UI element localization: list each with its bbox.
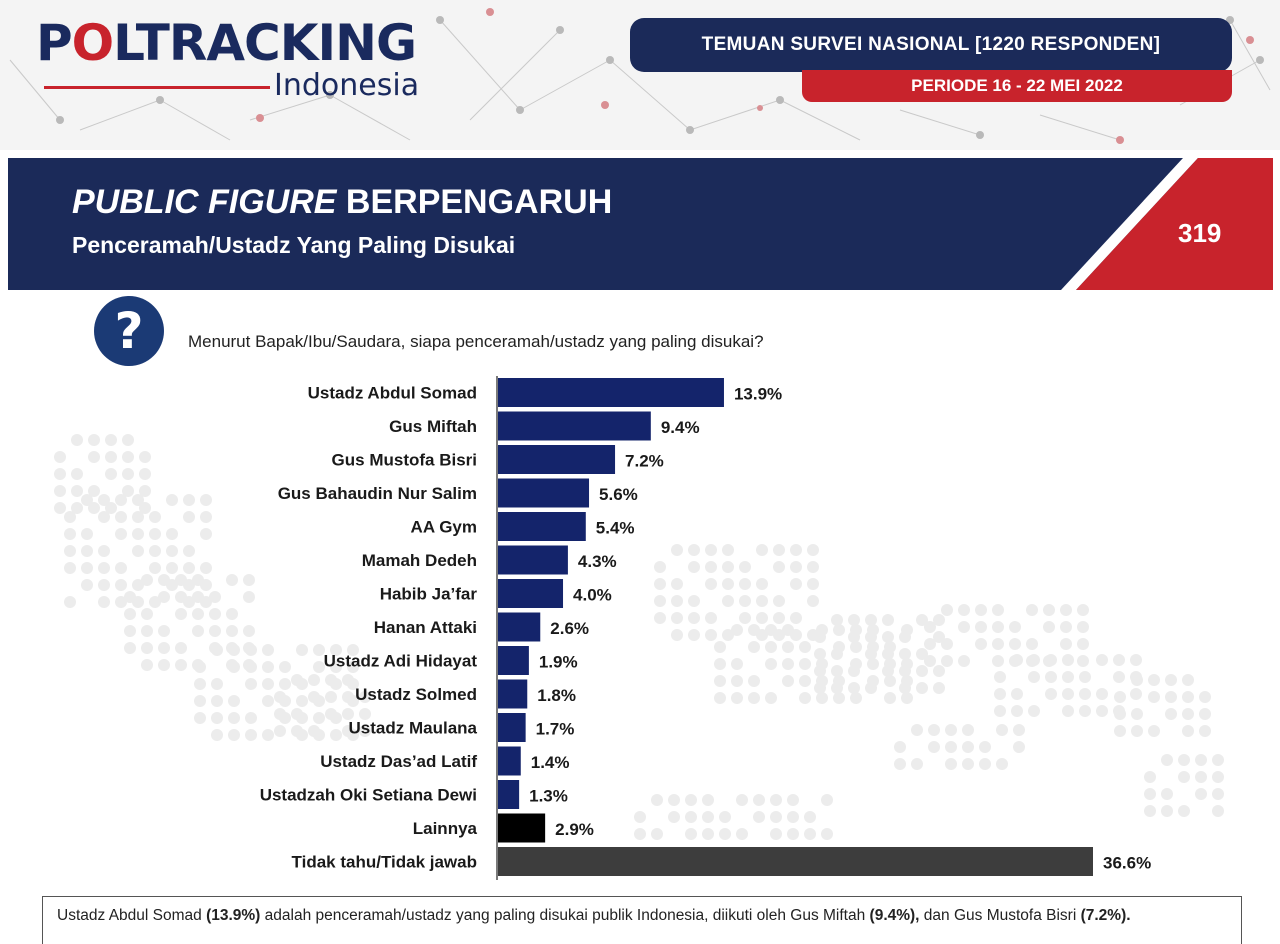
header-banner: POLTRACKING Indonesia TEMUAN SURVEI NASI…	[0, 0, 1280, 150]
bar	[498, 746, 521, 776]
category-label: Ustadz Abdul Somad	[308, 384, 477, 403]
bar	[498, 545, 568, 575]
survey-question: Menurut Bapak/Ibu/Saudara, siapa pencera…	[188, 332, 764, 351]
value-label: 4.0%	[573, 586, 612, 605]
bar	[498, 813, 546, 843]
note-text-2: adalah penceramah/ustadz yang paling dis…	[260, 907, 870, 924]
category-label: Ustadzah Oki Setiana Dewi	[260, 786, 477, 805]
note-text-3: dan Gus Mustofa Bisri	[919, 907, 1081, 924]
logo-wordmark: POLTRACKING	[36, 14, 417, 72]
value-label: 1.4%	[531, 753, 570, 772]
category-label: Ustadz Adi Hidayat	[324, 652, 478, 671]
value-label: 2.6%	[550, 619, 589, 638]
note-value-1: (13.9%)	[206, 907, 261, 924]
page-title: PUBLIC FIGURE BERPENGARUH	[72, 182, 612, 222]
title-band: PUBLIC FIGURE BERPENGARUH Penceramah/Ust…	[8, 158, 1273, 290]
bar	[498, 411, 651, 441]
value-label: 1.7%	[536, 720, 575, 739]
category-label: Tidak tahu/Tidak jawab	[292, 853, 477, 872]
page-subtitle: Penceramah/Ustadz Yang Paling Disukai	[72, 232, 516, 258]
logo-underline	[44, 86, 270, 89]
category-label: Ustadz Maulana	[349, 719, 478, 738]
value-label: 13.9%	[734, 385, 782, 404]
value-label: 1.8%	[537, 686, 576, 705]
indonesia-dot-map-decoration	[54, 434, 1224, 840]
bar	[498, 679, 528, 709]
bar	[498, 445, 616, 474]
survey-label: TEMUAN SURVEI NASIONAL [1220 RESPONDEN]	[630, 18, 1232, 72]
bar	[498, 780, 520, 809]
value-label: 5.6%	[599, 485, 638, 504]
bar	[498, 579, 564, 608]
category-label: Gus Mustofa Bisri	[332, 451, 477, 470]
value-label: 5.4%	[596, 519, 635, 538]
value-label: 1.3%	[529, 787, 568, 806]
bar	[498, 612, 541, 642]
bar	[498, 478, 590, 508]
value-label: 1.9%	[539, 653, 578, 672]
logo-subtitle: Indonesia	[274, 68, 420, 103]
category-label: Hanan Attaki	[374, 618, 477, 637]
category-label: Ustadz Solmed	[355, 685, 477, 704]
value-label: 4.3%	[578, 552, 617, 571]
note-text-1: Ustadz Abdul Somad	[57, 907, 207, 924]
bar	[498, 713, 526, 742]
value-label: 9.4%	[661, 418, 700, 437]
value-label: 36.6%	[1103, 854, 1151, 873]
title-italic-part: PUBLIC FIGURE	[72, 183, 337, 221]
category-label: AA Gym	[411, 518, 477, 537]
category-label: Gus Miftah	[389, 417, 477, 436]
bar	[498, 646, 529, 675]
category-label: Ustadz Das’ad Latif	[320, 752, 477, 771]
value-label: 2.9%	[555, 820, 594, 839]
value-label: 7.2%	[625, 452, 664, 471]
question-mark-icon: ?	[94, 296, 164, 366]
band-red-corner-decoration	[1061, 158, 1273, 290]
note-value-3: (7.2%).	[1080, 907, 1131, 924]
category-label: Mamah Dedeh	[362, 551, 477, 570]
bar	[498, 512, 586, 541]
category-label: Gus Bahaudin Nur Salim	[278, 484, 477, 503]
page-number: 319	[1178, 218, 1222, 248]
bar	[498, 378, 724, 407]
poltracking-logo: POLTRACKING Indonesia	[36, 14, 420, 104]
category-label: Lainnya	[413, 819, 478, 838]
title-rest-part: BERPENGARUH	[345, 183, 613, 221]
period-label: PERIODE 16 - 22 MEI 2022	[802, 70, 1232, 102]
bar	[498, 847, 1093, 876]
summary-note: Ustadz Abdul Somad (13.9%) adalah pencer…	[42, 896, 1242, 944]
bar-chart: Ustadz Abdul Somad 13.9% Gus Miftah 9.4% Gus…	[260, 376, 1151, 880]
note-value-2: (9.4%),	[869, 907, 920, 924]
category-label: Habib Ja’far	[380, 585, 478, 604]
